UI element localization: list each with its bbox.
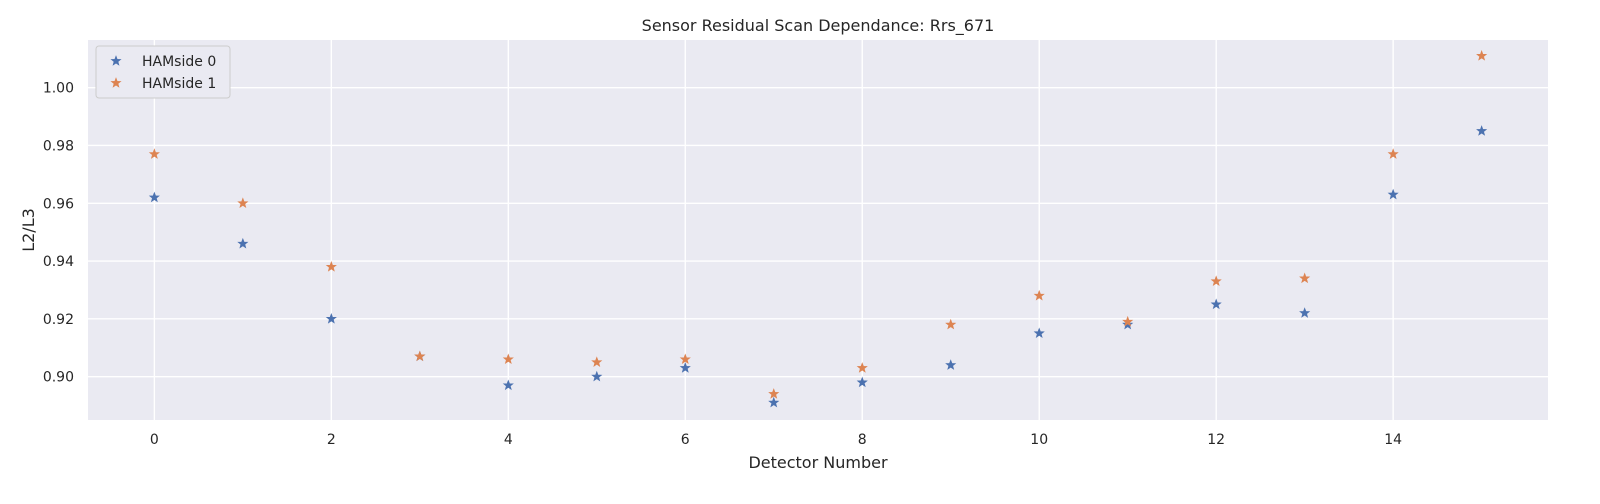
data-point [502,353,514,365]
data-point [591,370,603,382]
y-tick-label: 0.96 [43,196,74,212]
data-point [148,191,160,203]
series-1 [148,50,1488,399]
y-tick-label: 0.98 [43,138,74,154]
data-point [148,148,160,159]
y-tick-label: 0.92 [43,312,74,328]
x-tick-label: 8 [858,432,867,448]
data-point [325,260,337,272]
legend: HAMside 0 HAMside 1 [95,45,231,99]
x-tick-label: 12 [1207,432,1225,448]
x-tick-label: 10 [1030,432,1048,448]
data-point [1299,307,1311,318]
plot-area-background [88,40,1548,420]
y-tick-label: 0.90 [43,370,74,386]
data-point [768,388,780,399]
data-point [1476,125,1488,136]
y-tick-label: 0.94 [43,254,74,270]
data-point [1476,50,1488,61]
data-point [945,359,957,370]
x-tick-label: 6 [681,432,690,448]
x-tick-label: 0 [150,432,159,448]
y-tick-label: 1.00 [43,81,74,97]
legend-marker [110,55,122,66]
data-point [945,318,957,330]
data-point [325,313,337,324]
x-tick-label: 2 [327,432,336,448]
legend-box [95,45,231,99]
data-point [1210,275,1222,287]
data-point [856,376,868,388]
data-point [1033,289,1045,301]
data-point [679,353,691,365]
series-0 [148,125,1488,408]
legend-label: HAMside 1 [142,76,216,92]
data-point [591,356,603,367]
chart-title: Sensor Residual Scan Dependance: Rrs_671 [642,16,995,36]
data-point [414,350,426,362]
data-point [679,362,691,373]
legend-marker [110,77,122,88]
data-point [1210,298,1222,310]
data-point [1033,327,1045,339]
y-axis-label: L2/L3 [19,208,38,252]
data-point [1387,148,1399,159]
x-axis-label: Detector Number [748,453,888,472]
data-point [502,379,514,391]
data-point [856,362,868,373]
axis-ticks: 0 2 4 6 8 10 12 14 0.90 0.92 0.94 0.96 0.98 1.00 [43,81,1402,448]
x-tick-label: 4 [504,432,513,448]
data-point [237,197,249,209]
x-tick-label: 14 [1384,432,1402,448]
legend-label: HAMside 0 [142,54,216,70]
data-point [1122,315,1134,327]
data-point [1387,188,1399,200]
data-point [768,396,780,408]
data-series [148,50,1488,408]
data-point [1299,272,1311,284]
data-point [237,237,249,249]
